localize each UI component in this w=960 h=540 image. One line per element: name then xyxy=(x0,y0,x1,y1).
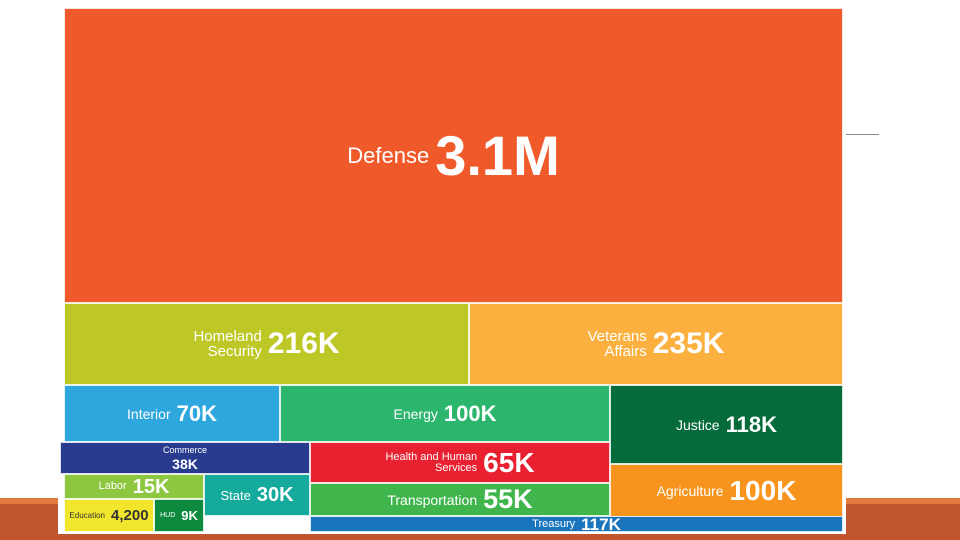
cell-label-defense: Defense xyxy=(347,142,430,168)
treemap-cell-defense: Defense 3.1M xyxy=(64,8,843,303)
cell-value-hud: 9K xyxy=(181,508,198,523)
cell-value-energy: 100K xyxy=(443,400,497,426)
cell-value-veterans: 235K xyxy=(652,327,725,360)
cell-value-justice: 118K xyxy=(725,411,777,437)
treemap-cell-interior: Interior 70K xyxy=(64,385,280,442)
cell-value-homeland: 216K xyxy=(267,327,340,360)
decorative-line xyxy=(846,134,879,135)
treemap-cell-transportation: Transportation 55K xyxy=(310,483,610,516)
cell-value-hhs: 65K xyxy=(483,446,535,478)
treemap-cell-hhs: Health and Human Services 65K xyxy=(310,442,610,483)
cell-label-hhs: Health and Human Services xyxy=(385,450,478,474)
cell-value-interior: 70K xyxy=(176,400,217,426)
cell-value-agriculture: 100K xyxy=(729,475,797,506)
cell-label-interior: Interior xyxy=(127,405,171,422)
treemap-cell-treasury: Treasury 117K xyxy=(310,516,843,532)
cell-label-justice: Justice xyxy=(676,416,720,433)
treemap-cell-education: Education 4,200 xyxy=(64,499,154,532)
cell-value-labor: 15K xyxy=(132,475,170,498)
cell-label-hud: HUD xyxy=(160,512,176,519)
treemap-cell-energy: Energy 100K xyxy=(280,385,610,442)
cell-value-treasury: 117K xyxy=(581,516,621,532)
cell-value-transportation: 55K xyxy=(483,484,533,514)
cell-label-homeland: Homeland Security xyxy=(193,328,262,360)
cell-label-labor: Labor xyxy=(98,480,127,492)
cell-label-veterans: Veterans Affairs xyxy=(587,328,647,360)
treemap-cell-hud: HUD 9K xyxy=(154,499,204,532)
cell-label-treasury: Treasury xyxy=(532,517,576,530)
cell-label-commerce: Commerce xyxy=(162,444,207,455)
treemap-cell-homeland: Homeland Security 216K xyxy=(64,303,469,385)
cell-label-education: Education xyxy=(69,510,106,520)
cell-value-defense: 3.1M xyxy=(435,123,560,187)
cell-label-state: State xyxy=(220,487,251,503)
treemap-chart: Defense 3.1M Homeland Security 216K Veterans… xyxy=(58,6,846,534)
cell-label-energy: Energy xyxy=(393,405,438,422)
treemap-cell-commerce: Commerce 38K xyxy=(60,442,310,474)
treemap-cell-state: State 30K xyxy=(204,474,310,516)
treemap-cell-justice: Justice 118K xyxy=(610,385,843,464)
cell-value-education: 4,200 xyxy=(111,507,149,524)
cell-label-agriculture: Agriculture xyxy=(656,483,724,499)
treemap-cell-labor: Labor 15K xyxy=(64,474,204,499)
treemap-cell-agriculture: Agriculture 100K xyxy=(610,464,843,518)
cell-value-state: 30K xyxy=(256,484,294,506)
cell-label-transportation: Transportation xyxy=(387,491,478,508)
cell-value-commerce: 38K xyxy=(172,455,198,472)
treemap-cell-veterans: Veterans Affairs 235K xyxy=(469,303,843,385)
